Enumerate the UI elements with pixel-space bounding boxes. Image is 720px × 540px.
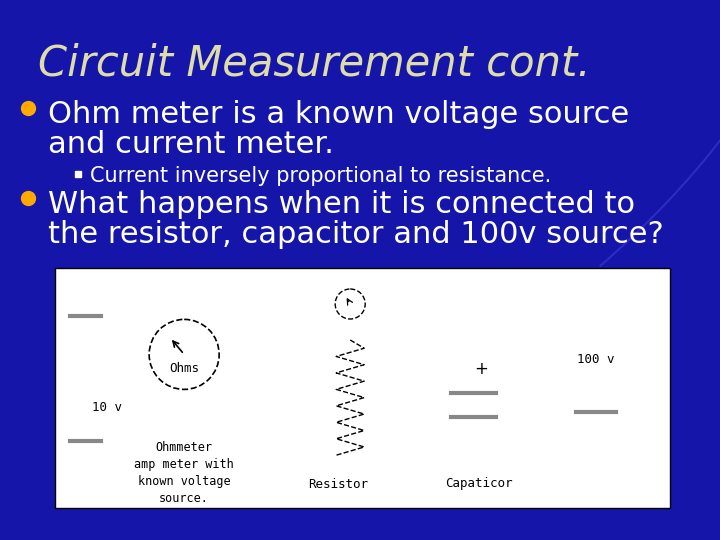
Text: and current meter.: and current meter. <box>48 130 334 159</box>
Text: +: + <box>474 360 488 378</box>
Text: 10 v: 10 v <box>92 401 122 414</box>
Text: 100 v: 100 v <box>577 353 615 366</box>
Text: the resistor, capacitor and 100v source?: the resistor, capacitor and 100v source? <box>48 220 664 249</box>
Text: What happens when it is connected to: What happens when it is connected to <box>48 190 635 219</box>
Text: Current inversely proportional to resistance.: Current inversely proportional to resist… <box>90 166 552 186</box>
Bar <box>55 268 670 508</box>
Text: Capaticor: Capaticor <box>446 477 513 490</box>
Text: Circuit Measurement cont.: Circuit Measurement cont. <box>38 42 590 84</box>
Text: Ohms: Ohms <box>169 362 199 375</box>
Text: Resistor: Resistor <box>308 477 368 490</box>
Text: Ohm meter is a known voltage source: Ohm meter is a known voltage source <box>48 100 629 129</box>
Text: Ohmmeter
amp meter with
known voltage
source.: Ohmmeter amp meter with known voltage so… <box>134 441 234 505</box>
